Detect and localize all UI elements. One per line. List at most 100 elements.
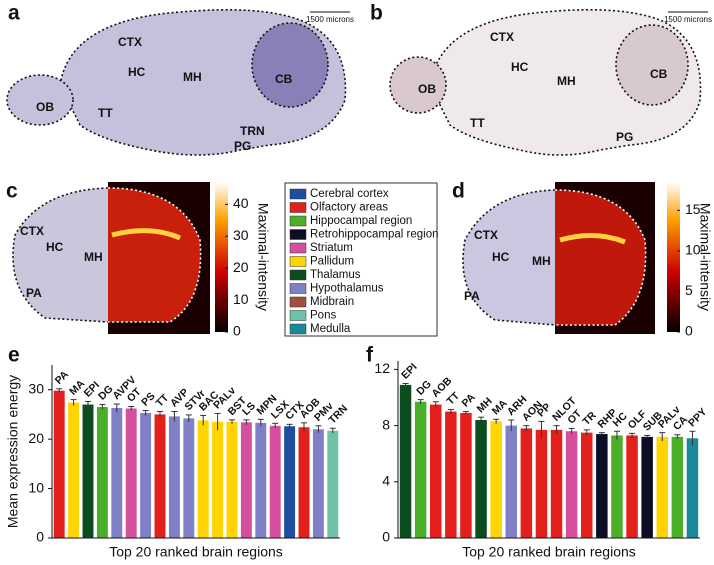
y-tick-label: 0: [382, 529, 390, 545]
legend-label: Olfactory areas: [310, 202, 388, 214]
heatmap-hotspot: [111, 228, 181, 241]
y-tick-label: 12: [374, 360, 390, 376]
region: MH: [557, 74, 576, 88]
legend-swatch: [289, 215, 307, 227]
category-label: DG: [414, 378, 434, 398]
panel-label: d: [452, 180, 465, 203]
colorbar-tick-label: 0: [233, 323, 241, 339]
legend-swatch: [289, 296, 307, 308]
ob-outline: [6, 74, 74, 126]
x-axis-label: Top 20 ranked brain regions: [462, 544, 636, 560]
bar: [671, 436, 684, 538]
bar: [656, 436, 668, 538]
bar: [565, 431, 578, 538]
coronal-histology: [13, 188, 108, 322]
category-label: EPI: [399, 361, 420, 382]
bar: [140, 412, 152, 538]
bar: [460, 412, 472, 538]
y-tick-label: 4: [382, 473, 390, 489]
cb-outline: [251, 22, 329, 108]
bar: [82, 404, 94, 538]
bar: [284, 426, 296, 538]
heatmap-tissue: [555, 190, 646, 325]
y-tick-label: 20: [28, 430, 44, 446]
legend-swatch: [289, 229, 307, 240]
panel-label: c: [6, 180, 18, 203]
region: PA: [26, 286, 42, 300]
section-outline: [462, 189, 556, 326]
colorbar-tick-label: 5: [685, 282, 693, 298]
cerebellum: [616, 25, 688, 105]
y-tick-label: 30: [28, 380, 44, 396]
colorbar-tick-label: 40: [233, 195, 249, 211]
bar: [596, 434, 608, 538]
colorbar-label: Maximal-intensity: [697, 203, 713, 311]
section-outline: [107, 187, 202, 323]
y-axis-label: Mean expression energy: [5, 375, 21, 528]
category-label: PPY: [686, 406, 709, 429]
bar: [269, 425, 281, 538]
legend-label: Medulla: [310, 323, 351, 335]
region: HC: [492, 250, 510, 264]
region: TRN: [240, 124, 265, 138]
bar: [611, 435, 623, 538]
legend-label: Pallidum: [310, 256, 354, 268]
region: MH: [84, 250, 103, 264]
olfactory-bulb: [390, 57, 446, 113]
legend-box: [284, 182, 438, 337]
region: HC: [511, 60, 529, 74]
region: PG: [616, 130, 633, 144]
bar: [53, 390, 65, 538]
y-tick-label: 10: [28, 479, 44, 495]
x-axis-label: Top 20 ranked brain regions: [109, 544, 283, 560]
scale-text: 1500 microns: [664, 15, 712, 24]
legend-swatch: [289, 283, 307, 294]
scale-text: 1500 microns: [306, 15, 354, 24]
legend-label: Retrohippocampal region: [310, 229, 439, 241]
bar: [168, 416, 180, 538]
category-label: TR: [580, 409, 599, 428]
region: TT: [98, 106, 113, 120]
bar: [240, 422, 252, 538]
colorbar: [667, 182, 680, 332]
legend-swatch: [289, 310, 307, 321]
panel-c: c CTX HC MH PA Maximal-intensity: [6, 180, 271, 334]
bar: [475, 420, 487, 538]
coronal-histology: [463, 190, 555, 325]
cerebellum: [252, 23, 328, 107]
bar: [550, 429, 563, 538]
region: OB: [418, 82, 436, 96]
category-label: PA: [53, 368, 72, 387]
legend-label: Midbrain: [310, 296, 354, 308]
bar: [445, 411, 457, 538]
region: CTX: [490, 30, 514, 44]
region: TT: [470, 116, 485, 130]
bar: [226, 421, 238, 538]
region: CTX: [474, 228, 498, 242]
legend-label: Striatum: [310, 242, 353, 254]
bar: [626, 435, 638, 538]
bar: [520, 428, 533, 538]
panel-a: a 1500 microns CTX HC MH CB OB TT TRN PG: [6, 2, 354, 156]
region: CB: [650, 67, 668, 81]
region: PA: [464, 289, 480, 303]
bar: [212, 421, 224, 538]
region: CTX: [118, 35, 142, 49]
legend-label: Thalamus: [310, 269, 361, 281]
panel-label: b: [370, 2, 383, 25]
heatmap-tissue: [108, 188, 201, 322]
bar: [197, 420, 209, 538]
panel-label: e: [8, 344, 20, 367]
region: OB: [36, 100, 54, 114]
heatmap-hotspot: [559, 232, 626, 245]
bar: [96, 407, 108, 538]
panel-label: f: [366, 344, 374, 367]
colorbar-tick-label: 15: [685, 201, 701, 217]
bar: [535, 429, 548, 538]
legend-label: Hypothalamus: [310, 283, 384, 295]
colorbar-tick-label: 20: [233, 259, 249, 275]
category-label: MH: [475, 395, 495, 415]
bar: [154, 414, 166, 538]
colorbar-tick-label: 30: [233, 227, 249, 243]
